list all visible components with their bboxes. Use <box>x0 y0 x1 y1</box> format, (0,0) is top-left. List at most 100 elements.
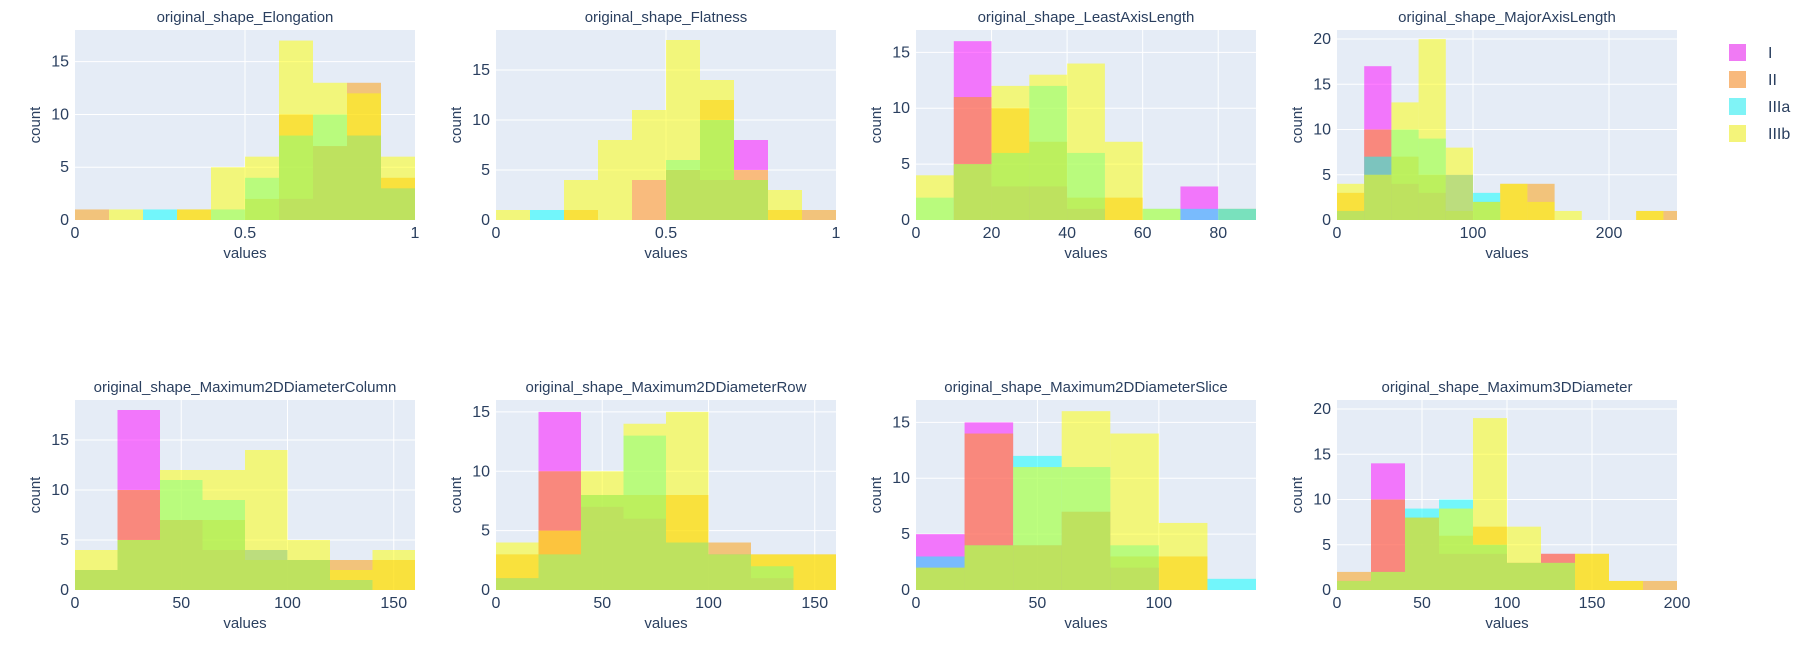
bar-IIIb-bin-8[interactable] <box>768 190 802 220</box>
bar-IIIb-bin-7[interactable] <box>1575 553 1609 590</box>
bar-IIIb-bin-5[interactable] <box>1104 141 1143 220</box>
y-axis-title: count <box>868 476 885 514</box>
bar-IIIb-bin-1[interactable] <box>953 164 992 220</box>
bar-IIIb-bin-6[interactable] <box>1500 183 1528 220</box>
bar-IIIb-bin-6[interactable] <box>1541 562 1575 590</box>
x-tick-label: 100 <box>1494 595 1521 612</box>
subplot-title: original_shape_Maximum2DDiameterColumn <box>94 379 397 396</box>
bar-IIIb-bin-3[interactable] <box>1029 74 1068 221</box>
legend-swatch <box>1729 44 1746 61</box>
legend-item-I[interactable]: I <box>1729 44 1772 62</box>
bar-IIIb-bin-3[interactable] <box>202 470 246 590</box>
bar-IIIb-bin-0[interactable] <box>1337 183 1365 220</box>
bar-IIIb-bin-1[interactable] <box>964 545 1014 590</box>
bar-IIIb-bin-4[interactable] <box>666 411 709 590</box>
bar-IIIb-bin-7[interactable] <box>372 550 416 590</box>
bar-IIIb-bin-4[interactable] <box>1110 433 1159 590</box>
bar-IIIb-bin-2[interactable] <box>991 85 1030 220</box>
bar-IIIb-bin-7[interactable] <box>734 170 768 220</box>
bar-IIIa-bin-7[interactable] <box>1180 208 1219 220</box>
subplot-title: original_shape_Elongation <box>157 9 334 26</box>
y-tick-label: 10 <box>892 470 910 487</box>
bar-IIIb-bin-6[interactable] <box>330 570 373 590</box>
bar-IIIb-bin-1[interactable] <box>538 530 582 590</box>
bar-II-bin-9[interactable] <box>1643 580 1677 590</box>
bar-IIIb-bin-6[interactable] <box>751 554 794 590</box>
x-tick-label: 0 <box>912 595 921 612</box>
legend-item-IIIb[interactable]: IIIb <box>1729 125 1790 143</box>
bar-IIIb-bin-5[interactable] <box>287 540 331 590</box>
bar-IIIb-bin-1[interactable] <box>1371 571 1405 590</box>
bar-IIIb-bin-7[interactable] <box>313 82 347 221</box>
bar-IIIb-bin-5[interactable] <box>245 156 279 220</box>
bar-IIIb-bin-4[interactable] <box>1473 418 1507 590</box>
bar-IIIb-bin-5[interactable] <box>1507 526 1541 590</box>
bar-IIIb-bin-3[interactable] <box>1061 411 1111 590</box>
x-tick-label: 40 <box>1058 225 1076 242</box>
bar-II-bin-12[interactable] <box>1663 210 1677 220</box>
bar-IIIb-bin-4[interactable] <box>211 167 245 220</box>
bar-IIIb-bin-0[interactable] <box>1337 580 1371 590</box>
bar-IIIb-bin-5[interactable] <box>708 554 752 590</box>
bar-IIIb-bin-6[interactable] <box>1142 208 1181 220</box>
x-axis-title: values <box>223 615 266 632</box>
y-tick-label: 0 <box>60 212 69 229</box>
bar-IIIb-bin-6[interactable] <box>279 40 313 220</box>
bar-IIIb-bin-8[interactable] <box>347 93 381 220</box>
bar-IIIb-bin-7[interactable] <box>793 554 837 590</box>
bar-IIIb-bin-3[interactable] <box>598 140 632 220</box>
x-tick-label: 0 <box>492 225 501 242</box>
bar-IIIb-bin-0[interactable] <box>916 567 965 590</box>
bar-IIIb-bin-1[interactable] <box>1364 174 1392 220</box>
bar-IIIb-bin-2[interactable] <box>564 180 598 220</box>
x-tick-label: 0.5 <box>234 225 256 242</box>
bar-IIIa-bin-6[interactable] <box>1207 578 1256 590</box>
bar-IIIa-bin-8[interactable] <box>1218 208 1256 220</box>
bar-IIIb-bin-5[interactable] <box>666 40 700 220</box>
bar-IIIb-bin-3[interactable] <box>1418 39 1446 220</box>
bar-IIIb-bin-2[interactable] <box>581 471 624 590</box>
bar-IIIb-bin-4[interactable] <box>1067 63 1105 220</box>
bar-IIIb-bin-5[interactable] <box>1158 522 1208 590</box>
x-tick-label: 0 <box>492 595 501 612</box>
bar-IIIa-bin-2[interactable] <box>143 209 177 220</box>
bar-II-bin-9[interactable] <box>802 210 836 220</box>
bar-IIIb-bin-11[interactable] <box>1636 210 1664 220</box>
bar-IIIb-bin-2[interactable] <box>160 470 203 590</box>
bar-IIIb-bin-0[interactable] <box>496 542 539 591</box>
bar-IIIb-bin-4[interactable] <box>1445 147 1473 220</box>
bar-IIIb-bin-8[interactable] <box>1609 580 1643 590</box>
bar-IIIb-bin-2[interactable] <box>1013 467 1062 590</box>
legend-label: IIIa <box>1768 99 1790 116</box>
bar-IIIb-bin-3[interactable] <box>623 423 667 590</box>
bar-IIIb-bin-9[interactable] <box>381 156 415 220</box>
bar-IIIa-bin-1[interactable] <box>530 210 564 220</box>
y-axis-title: count <box>1289 106 1306 144</box>
bar-IIIb-bin-2[interactable] <box>1391 102 1419 220</box>
bar-IIIb-bin-7[interactable] <box>1527 201 1555 220</box>
bar-IIIb-bin-8[interactable] <box>1554 210 1582 220</box>
bar-IIIb-bin-3[interactable] <box>1439 508 1473 590</box>
bar-IIIb-bin-3[interactable] <box>177 209 211 220</box>
y-axis-title: count <box>448 476 465 514</box>
legend-item-II[interactable]: II <box>1729 71 1777 89</box>
bar-IIIb-bin-1[interactable] <box>117 540 161 590</box>
x-axis-title: values <box>644 245 687 262</box>
bar-IIIb-bin-0[interactable] <box>75 550 118 590</box>
subplot-3: original_shape_LeastAxisLength 0 20 40 60 80 0… <box>868 9 1256 262</box>
bar-IIIb-bin-5[interactable] <box>1473 201 1501 220</box>
bar-IIIb-bin-0[interactable] <box>916 175 954 220</box>
bar-IIIb-bin-4[interactable] <box>632 110 666 220</box>
legend-item-IIIa[interactable]: IIIa <box>1729 98 1790 116</box>
bar-IIIb-bin-2[interactable] <box>1405 517 1439 590</box>
bar-IIIb-bin-0[interactable] <box>496 210 530 220</box>
subplot-title: original_shape_Maximum3DDiameter <box>1382 379 1633 396</box>
bar-IIIb-bin-1[interactable] <box>109 209 143 220</box>
bar-IIIb-bin-4[interactable] <box>245 450 288 590</box>
legend-label: II <box>1768 72 1777 89</box>
bar-II-bin-0[interactable] <box>75 209 109 220</box>
x-tick-label: 150 <box>801 595 828 612</box>
bar-IIIb-bin-6[interactable] <box>700 80 734 220</box>
